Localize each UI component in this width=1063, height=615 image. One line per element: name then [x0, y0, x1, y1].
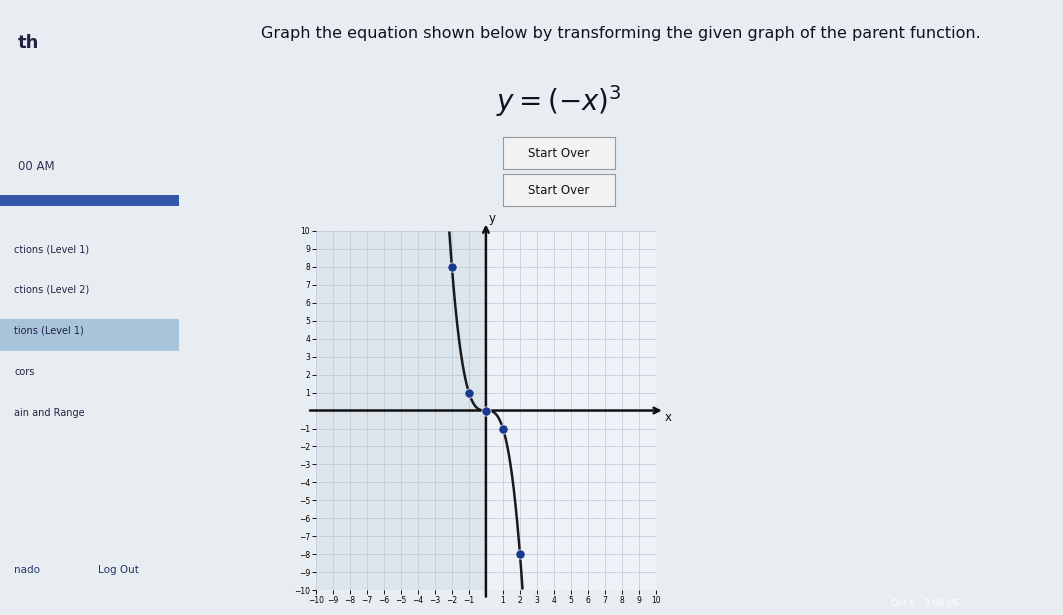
Text: ctions (Level 2): ctions (Level 2): [14, 284, 89, 294]
Text: y: y: [488, 212, 495, 224]
Point: [477, 406, 494, 416]
Text: Start Over: Start Over: [528, 146, 590, 160]
Text: th: th: [18, 34, 39, 52]
Text: ain and Range: ain and Range: [14, 408, 85, 418]
Text: Graph the equation shown below by transforming the given graph of the parent fun: Graph the equation shown below by transf…: [260, 26, 981, 41]
Point: [460, 387, 477, 397]
Text: x: x: [664, 411, 672, 424]
Text: Log Out: Log Out: [98, 565, 139, 575]
Text: ctions (Level 1): ctions (Level 1): [14, 244, 89, 254]
FancyBboxPatch shape: [0, 319, 179, 351]
Bar: [486, 231, 656, 590]
Point: [511, 550, 528, 560]
Point: [494, 424, 511, 434]
Point: [443, 262, 460, 272]
FancyBboxPatch shape: [0, 195, 179, 206]
Text: tions (Level 1): tions (Level 1): [14, 326, 84, 336]
Text: Oct 8   3:06 US: Oct 8 3:06 US: [891, 599, 959, 608]
Text: Start Over: Start Over: [528, 183, 590, 197]
Text: $y = (-x)^3$: $y = (-x)^3$: [496, 83, 622, 119]
Text: cors: cors: [14, 367, 35, 377]
Text: 00 AM: 00 AM: [18, 160, 54, 173]
Text: nado: nado: [14, 565, 40, 575]
